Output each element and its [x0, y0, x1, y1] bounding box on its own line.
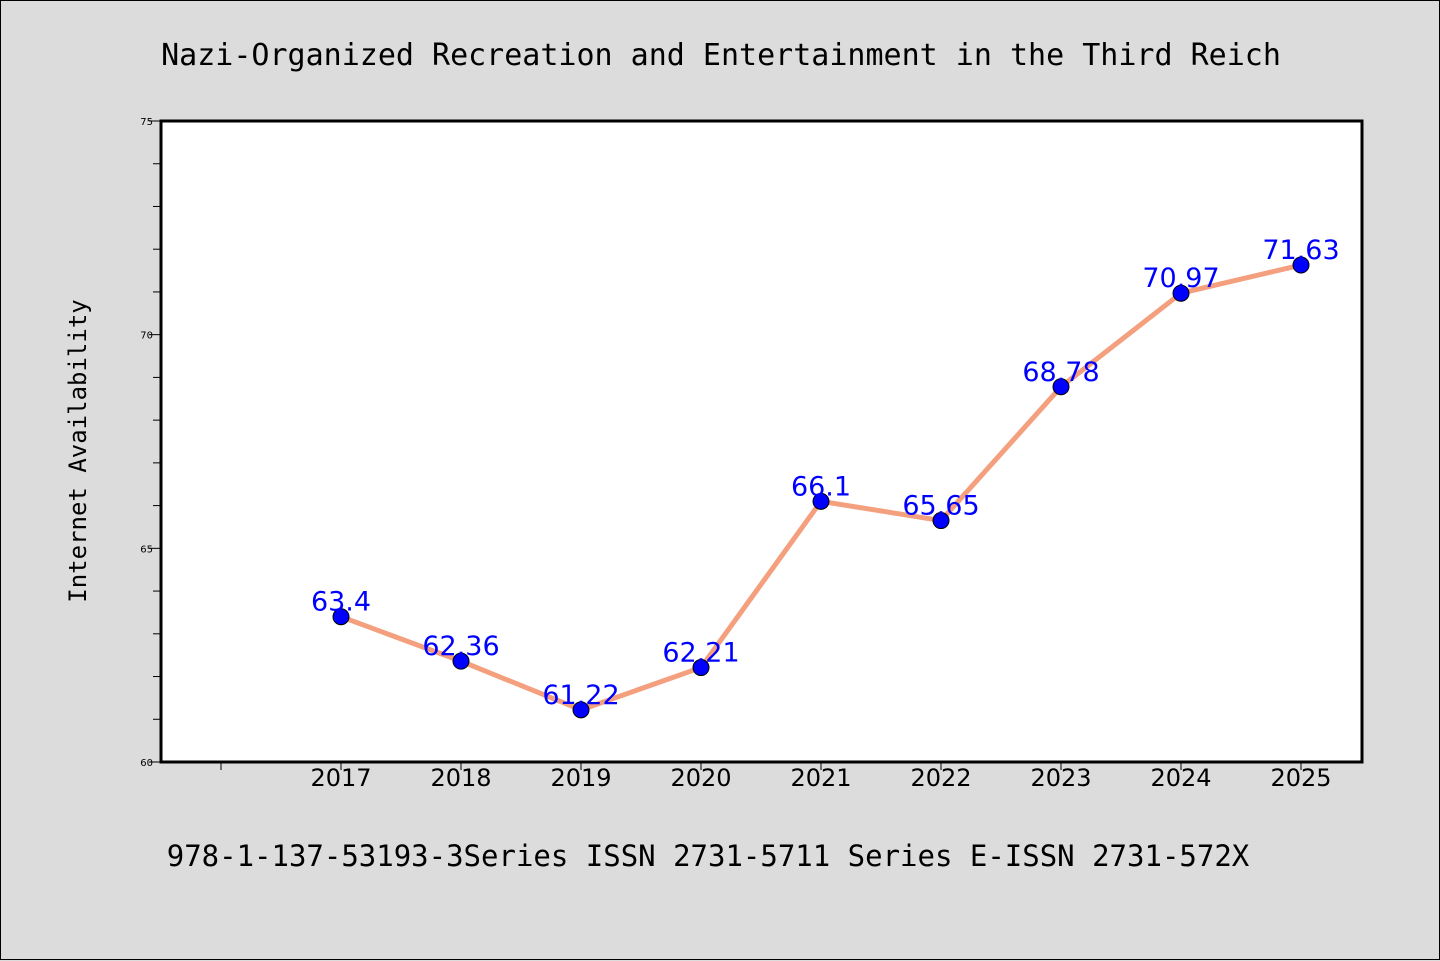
chart-title: Nazi-Organized Recreation and Entertainm…	[161, 38, 1281, 73]
data-point	[1172, 284, 1190, 302]
data-label: 66.1	[791, 471, 851, 502]
y-tick-label: 60	[140, 758, 153, 769]
x-tick-label: 2023	[1030, 764, 1091, 792]
data-point	[812, 492, 830, 510]
plot-frame	[159, 119, 1364, 764]
data-label: 62.36	[422, 631, 499, 662]
data-point	[1052, 378, 1070, 396]
data-point	[572, 701, 590, 719]
x-tick-label: 2021	[790, 764, 851, 792]
data-point	[692, 659, 710, 677]
x-axis: 2017 2018 2019 2020 2021 2022 2023 2024 2025	[220, 762, 1332, 792]
data-point	[932, 512, 950, 530]
data-point	[452, 652, 470, 670]
y-tick-label: 65	[140, 544, 153, 555]
x-tick-label: 2017	[310, 764, 371, 792]
y-tick-label: 75	[140, 117, 153, 128]
y-axis: 60 65 70 75	[140, 117, 161, 769]
x-tick-label: 2025	[1270, 764, 1331, 792]
series-markers	[332, 256, 1310, 719]
x-tick-label: 2018	[430, 764, 491, 792]
data-label: 61.22	[542, 680, 619, 711]
footer-isbn-text: 978-1-137-53193-3Series ISSN 2731-5711 S…	[167, 839, 1250, 873]
data-label: 70.97	[1142, 263, 1219, 294]
x-tick-label: 2024	[1150, 764, 1211, 792]
data-label: 65.65	[902, 491, 979, 522]
data-label: 71.63	[1262, 235, 1339, 266]
plot-area	[161, 121, 1362, 762]
x-tick-label: 2019	[550, 764, 611, 792]
data-label: 62.21	[662, 638, 739, 669]
data-label: 63.4	[311, 587, 371, 618]
y-tick-label: 70	[140, 331, 153, 342]
data-label: 68.78	[1022, 357, 1099, 388]
y-axis-label: Internet Availability	[64, 299, 92, 602]
data-point	[332, 608, 350, 626]
data-labels: 63.4 62.36 61.22 62.21 66.1 65.65 68.78 70.97 71…	[311, 235, 1340, 711]
x-tick-label: 2022	[910, 764, 971, 792]
data-point	[1292, 256, 1310, 274]
x-tick-label: 2020	[670, 764, 731, 792]
